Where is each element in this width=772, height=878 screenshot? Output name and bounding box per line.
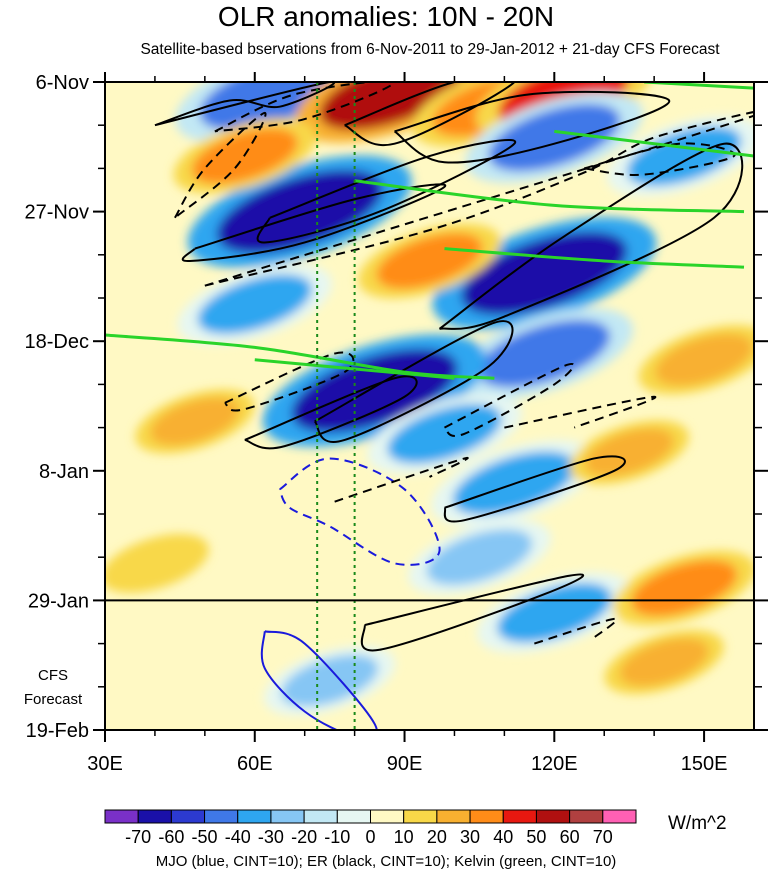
colorbar-label: 0 — [365, 827, 375, 847]
colorbar-label: -10 — [324, 827, 350, 847]
anomaly-blob — [631, 560, 737, 616]
x-tick-label: 90E — [387, 753, 423, 775]
er-contour — [313, 320, 514, 443]
anomaly-blob — [461, 231, 628, 315]
kelvin-contour — [105, 333, 495, 380]
er-contour — [504, 395, 657, 429]
er-contour — [438, 142, 744, 330]
er-contour — [174, 111, 267, 219]
colorbar-label: -50 — [192, 827, 218, 847]
colorbar-swatch — [204, 809, 239, 824]
colorbar: -70 -60 -50 -40 -30 -20 -10 0 10 20 30 40 50 60 70 — [104, 809, 637, 847]
colorbar-swatch — [502, 809, 537, 824]
plot-frame — [104, 81, 755, 731]
reference-lines — [105, 82, 754, 730]
er-contour — [334, 456, 469, 503]
er-contour — [154, 82, 336, 127]
colorbar-swatch — [535, 809, 571, 824]
anomaly-blob — [426, 529, 533, 585]
y-tick-label: 8-Jan — [39, 461, 89, 483]
kelvin-contour — [554, 129, 754, 158]
colorbar-label: 20 — [427, 827, 447, 847]
anomaly-blob — [197, 274, 312, 334]
anomaly-blob — [585, 428, 674, 477]
er-contour — [214, 82, 396, 133]
er-contour — [256, 138, 517, 244]
colorbar-label: -70 — [125, 827, 151, 847]
chart-subtitle: Satellite-based bservations from 6-Nov-2… — [140, 41, 720, 58]
colorbar-label: 10 — [394, 827, 414, 847]
y-tick-label: 27-Nov — [25, 202, 89, 224]
forecast-label-line2: Forecast — [23, 691, 83, 708]
y-tick-label: 6-Nov — [36, 72, 89, 94]
colorbar-label: -60 — [158, 827, 184, 847]
colorbar-label: -20 — [291, 827, 317, 847]
er-contour — [393, 90, 671, 164]
legend-footnote: MJO (blue, CINT=10); ER (black, CINT=10)… — [155, 853, 617, 870]
colorbar-label: -40 — [225, 827, 251, 847]
colorbar-swatch — [469, 809, 504, 824]
chart-title: OLR anomalies: 10N - 20N — [217, 1, 555, 32]
er-contour — [443, 363, 575, 437]
er-contour — [224, 351, 355, 412]
x-tick-label: 30E — [87, 753, 123, 775]
x-tick-label: 60E — [237, 753, 273, 775]
y-tick-label: 18-Dec — [25, 331, 89, 353]
colorbar-label: 70 — [593, 827, 613, 847]
er-contour — [204, 110, 754, 287]
mjo-contour — [260, 630, 378, 730]
er-contour — [344, 82, 516, 147]
y-tick-label: 19-Feb — [26, 720, 89, 742]
er-contour — [360, 573, 585, 652]
colorbar-label: 50 — [526, 827, 546, 847]
kelvin-contour — [644, 82, 754, 90]
mjo-contour — [278, 457, 441, 566]
forecast-label-line1: CFS — [38, 667, 68, 684]
colorbar-swatch — [569, 809, 604, 824]
x-tick-label: 120E — [531, 753, 578, 775]
kelvin-contour — [254, 358, 455, 380]
x-tick-label: 150E — [681, 753, 728, 775]
axes: 30E 60E 90E 120E 150E 6-Nov 27-Nov 18-Dec 8-Jan 2… — [25, 72, 768, 775]
anomaly-blob — [655, 333, 753, 386]
colorbar-swatch — [436, 809, 471, 824]
colorbar-swatch — [170, 809, 206, 824]
anomaly-blob — [376, 233, 483, 289]
forecast-label: CFS Forecast — [14, 664, 92, 712]
colorbar-swatch — [237, 809, 272, 824]
anomaly-blob — [115, 541, 195, 586]
colorbar-swatch — [336, 809, 371, 824]
colorbar-label: 30 — [460, 827, 480, 847]
anomaly-blob — [199, 82, 340, 130]
colorbar-swatch — [137, 809, 172, 824]
colorbar-label: -30 — [258, 827, 284, 847]
y-tick-label: 29-Jan — [28, 590, 89, 612]
colorbar-swatch — [104, 809, 139, 824]
anomaly-blob — [150, 397, 240, 446]
er-contour — [443, 455, 626, 523]
kelvin-contour — [444, 247, 745, 269]
kelvin-contour — [354, 179, 745, 214]
anomaly-blob — [478, 319, 611, 388]
anomaly-blob — [387, 404, 502, 464]
er-contour — [534, 617, 618, 645]
colorbar-swatch — [303, 809, 338, 824]
er-contour — [181, 183, 447, 262]
colorbar-label: 60 — [560, 827, 580, 847]
colorbar-swatch — [370, 809, 405, 824]
contour-lines — [105, 82, 754, 730]
colorbar-label: 40 — [493, 827, 513, 847]
colorbar-swatch — [403, 809, 438, 824]
er-contour — [584, 142, 736, 176]
anomaly-blob — [619, 638, 709, 686]
colorbar-swatch — [270, 809, 305, 824]
colorbar-units: W/m^2 — [668, 813, 727, 834]
anomaly-blob — [627, 126, 742, 186]
anomaly-blob — [497, 583, 612, 643]
colorbar-swatch — [602, 809, 637, 824]
anomaly-blob — [216, 170, 383, 254]
anomaly-blob — [488, 103, 621, 172]
er-contour — [244, 375, 418, 450]
